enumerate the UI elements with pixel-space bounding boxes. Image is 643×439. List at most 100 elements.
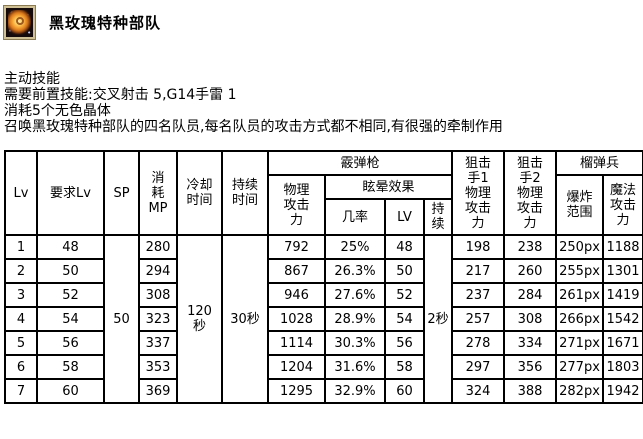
cell-lv: 6 — [4, 354, 38, 380]
cell-stun-lv: 60 — [384, 378, 425, 404]
cell-sniper2: 238 — [503, 234, 558, 260]
cell-magic: 1671 — [602, 330, 643, 356]
cell-stun-chance: 25% — [324, 234, 386, 260]
cell-lv: 7 — [4, 378, 38, 404]
cell-mp: 280 — [138, 234, 178, 260]
skill-type-line: 主动技能 — [4, 71, 60, 87]
header-sniper1: 狙击手1物理攻击力 — [451, 150, 506, 236]
table-row: 6 58 353 1204 31.6% 58 297 356 277px 1803 — [4, 354, 643, 380]
cell-lv: 4 — [4, 306, 38, 332]
skill-level-table: Lv 要求Lv SP 消耗MP 冷却时间 持续时间 霰弹枪 狙击手1物理攻击力 … — [4, 150, 643, 404]
page: 黑玫瑰特种部队 主动技能 需要前置技能:交叉射击 5,G14手雷 1 消耗5个无… — [3, 4, 643, 404]
header-sniper2: 狙击手2物理攻击力 — [503, 150, 558, 236]
cell-explosion: 282px — [555, 378, 605, 404]
header-grenadier-group: 榴弹兵 — [555, 150, 643, 176]
table-row: 3 52 308 946 27.6% 52 237 284 261px 1419 — [4, 282, 643, 308]
cell-stun-chance: 30.3% — [324, 330, 386, 356]
cell-mp: 308 — [138, 282, 178, 308]
black-rose-skill-icon — [3, 4, 36, 40]
cell-sniper2: 260 — [503, 258, 558, 284]
table-row: 4 54 323 1028 28.9% 54 257 308 266px 1542 — [4, 306, 643, 332]
header-cooldown: 冷却时间 — [176, 150, 223, 236]
cell-sniper1: 198 — [451, 234, 506, 260]
cell-shotgun-phys: 1204 — [267, 354, 326, 380]
cell-magic: 1803 — [602, 354, 643, 380]
cell-sniper1: 324 — [451, 378, 506, 404]
cell-mp: 353 — [138, 354, 178, 380]
skill-prerequisite-line: 需要前置技能:交叉射击 5,G14手雷 1 — [4, 87, 237, 103]
header-shotgun-physical: 物理攻击力 — [267, 174, 326, 236]
cell-sniper1: 237 — [451, 282, 506, 308]
cell-sp: 50 — [103, 234, 140, 404]
cell-req-lv: 52 — [36, 282, 105, 308]
cell-shotgun-phys: 1295 — [267, 378, 326, 404]
cell-stun-duration: 2秒 — [422, 234, 454, 404]
skill-effect-line: 召唤黑玫瑰特种部队的四名队员,每名队员的攻击方式都不相同,有很强的牵制作用 — [4, 119, 503, 135]
cell-sniper1: 297 — [451, 354, 506, 380]
cell-shotgun-phys: 1028 — [267, 306, 326, 332]
cell-lv: 3 — [4, 282, 38, 308]
cell-lv: 5 — [4, 330, 38, 356]
cell-cooldown: 120秒 — [176, 234, 223, 404]
cell-magic: 1542 — [602, 306, 643, 332]
cell-shotgun-phys: 1114 — [267, 330, 326, 356]
cell-req-lv: 54 — [36, 306, 105, 332]
cell-stun-chance: 31.6% — [324, 354, 386, 380]
cell-sniper1: 278 — [451, 330, 506, 356]
header-shotgun-group: 霰弹枪 — [266, 150, 454, 176]
cell-sniper1: 217 — [451, 258, 506, 284]
cell-req-lv: 60 — [36, 378, 105, 404]
cell-req-lv: 48 — [36, 234, 105, 260]
cell-sniper1: 257 — [451, 306, 506, 332]
cell-stun-chance: 27.6% — [324, 282, 386, 308]
cell-mp: 294 — [138, 258, 178, 284]
cell-explosion: 250px — [555, 234, 605, 260]
rose-core-glyph — [16, 17, 25, 26]
cell-stun-lv: 48 — [384, 234, 425, 260]
cell-stun-chance: 26.3% — [324, 258, 386, 284]
cell-explosion: 261px — [555, 282, 605, 308]
cell-sniper2: 308 — [503, 306, 558, 332]
cell-sniper2: 356 — [503, 354, 558, 380]
header-stun-duration: 持续 — [422, 198, 454, 236]
cell-mp: 337 — [138, 330, 178, 356]
cell-duration: 30秒 — [221, 234, 269, 404]
skill-header: 黑玫瑰特种部队 — [3, 4, 643, 40]
table-row: 1 48 50 280 120秒 30秒 792 25% 48 2秒 198 238 250px 1188 — [4, 234, 643, 404]
table-row: 2 50 294 867 26.3% 50 217 260 255px 1301 — [4, 258, 643, 284]
cell-mp: 323 — [138, 306, 178, 332]
cell-explosion: 255px — [555, 258, 605, 284]
cell-req-lv: 58 — [36, 354, 105, 380]
skill-title: 黑玫瑰特种部队 — [49, 13, 162, 32]
cell-stun-lv: 56 — [384, 330, 425, 356]
header-magic-attack: 魔法攻击力 — [602, 174, 643, 236]
header-req-lv: 要求Lv — [36, 150, 105, 236]
cell-explosion: 266px — [555, 306, 605, 332]
header-mp-cost: 消耗MP — [138, 150, 178, 236]
cell-stun-lv: 54 — [384, 306, 425, 332]
cell-shotgun-phys: 867 — [267, 258, 326, 284]
header-stun-chance: 几率 — [324, 198, 386, 236]
cell-shotgun-phys: 792 — [267, 234, 326, 260]
header-stun-lv: LV — [384, 198, 425, 236]
header-stun-group: 眩晕效果 — [323, 174, 454, 200]
header-lv: Lv — [4, 150, 38, 236]
cell-lv: 2 — [4, 258, 38, 284]
cell-stun-chance: 28.9% — [324, 306, 386, 332]
cell-sniper2: 284 — [503, 282, 558, 308]
table-row: 7 60 369 1295 32.9% 60 324 388 282px 1942 — [4, 378, 643, 404]
cell-stun-chance: 32.9% — [324, 378, 386, 404]
header-explosion-range: 爆炸范围 — [555, 174, 605, 236]
skill-cost-line: 消耗5个无色晶体 — [4, 103, 111, 119]
cell-explosion: 277px — [555, 354, 605, 380]
skill-table-body: 1 48 50 280 120秒 30秒 792 25% 48 2秒 198 238 250px 1188… — [4, 234, 643, 404]
header-sp: SP — [103, 150, 140, 236]
cell-sniper2: 388 — [503, 378, 558, 404]
cell-magic: 1942 — [602, 378, 643, 404]
cell-req-lv: 56 — [36, 330, 105, 356]
cell-magic: 1419 — [602, 282, 643, 308]
cell-sniper2: 334 — [503, 330, 558, 356]
cell-stun-lv: 52 — [384, 282, 425, 308]
cell-stun-lv: 58 — [384, 354, 425, 380]
cell-stun-lv: 50 — [384, 258, 425, 284]
